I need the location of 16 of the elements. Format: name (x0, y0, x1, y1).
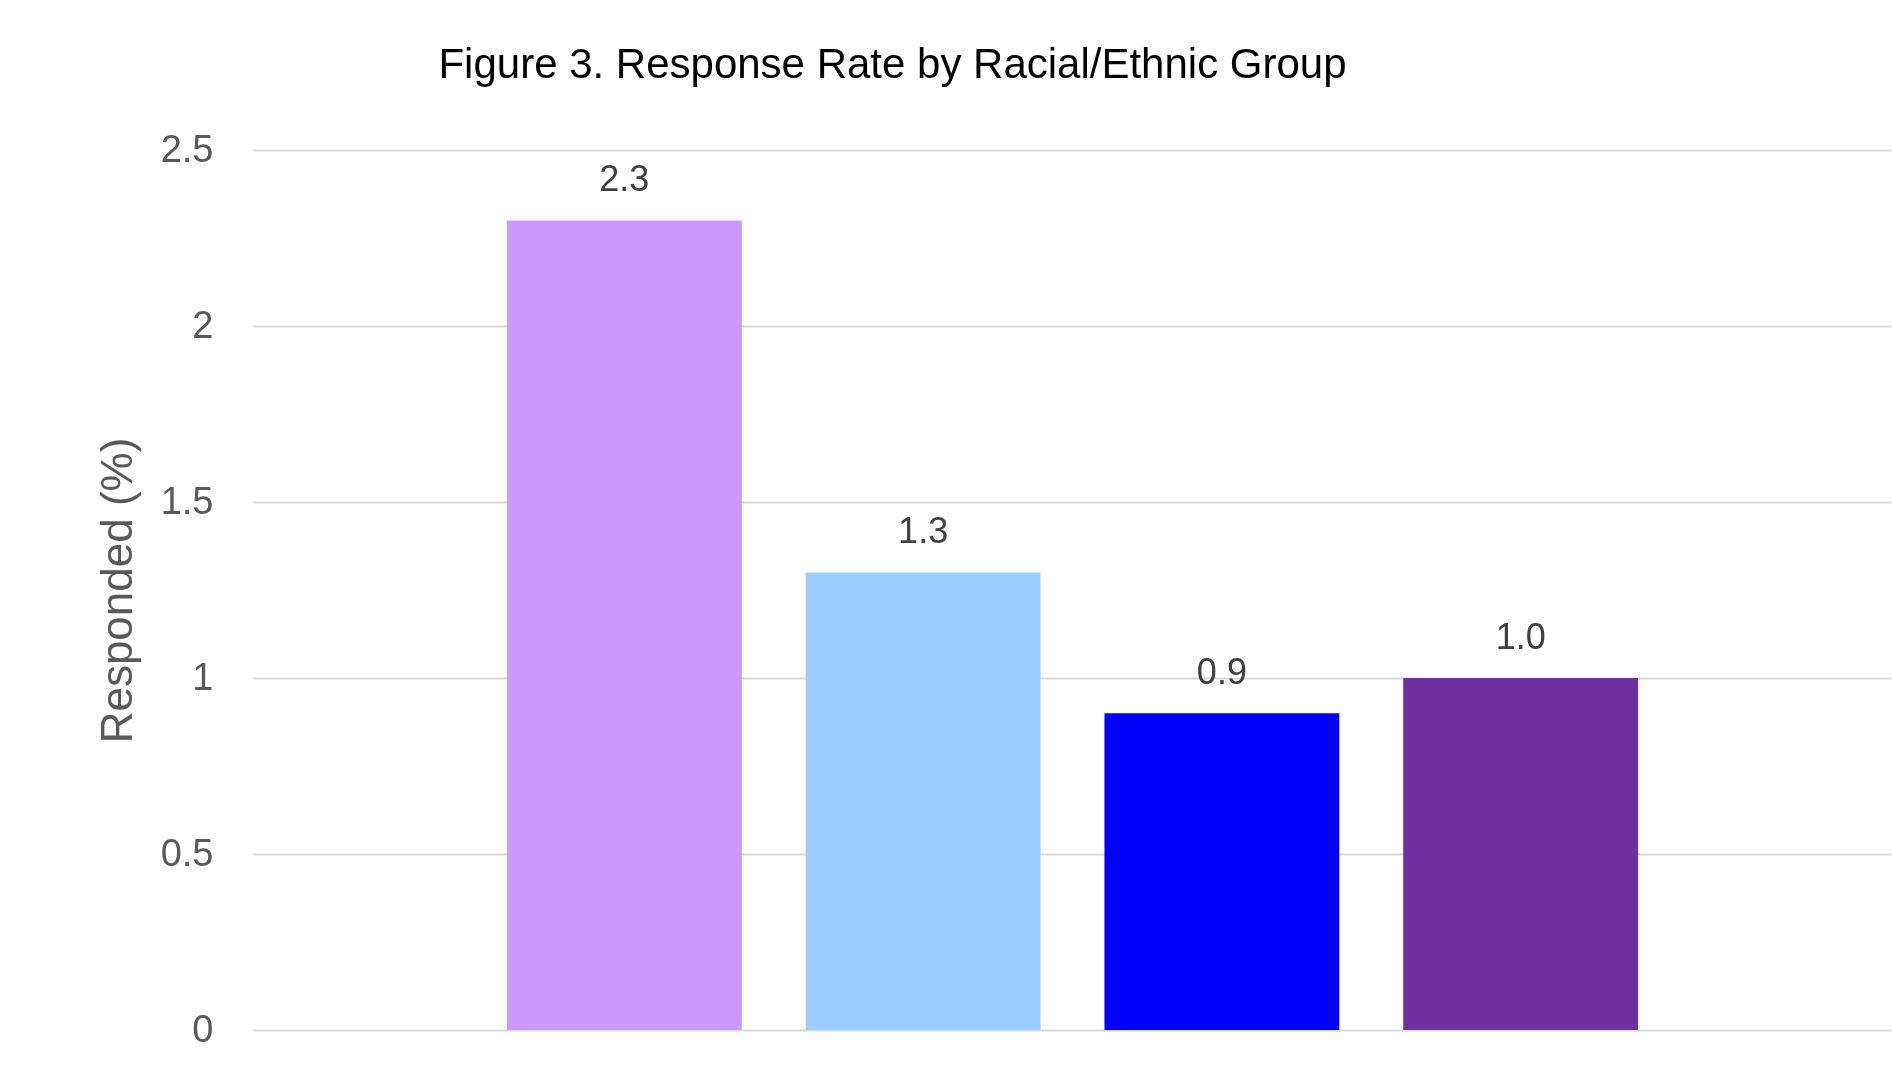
data-label: 1.3 (898, 510, 949, 552)
y-tick-label: 2.5 (160, 127, 214, 170)
data-label: 1.0 (1495, 616, 1546, 657)
data-label: 2.3 (599, 158, 650, 200)
data-label: 0.9 (1196, 651, 1247, 693)
y-tick-label: 2 (192, 303, 214, 346)
y-tick-label: 0 (192, 1007, 214, 1050)
y-tick-label: 1.5 (160, 479, 214, 522)
bar (1104, 713, 1340, 1030)
y-tick-label: 1 (192, 655, 214, 698)
bar (506, 220, 742, 1030)
bar (805, 572, 1041, 1030)
y-axis-title: Responded (%) (91, 437, 141, 744)
y-tick-label: 0.5 (160, 831, 214, 874)
bar (1403, 678, 1639, 1030)
chart-title: Figure 3. Response Rate by Racial/Ethnic Group (438, 40, 1347, 87)
